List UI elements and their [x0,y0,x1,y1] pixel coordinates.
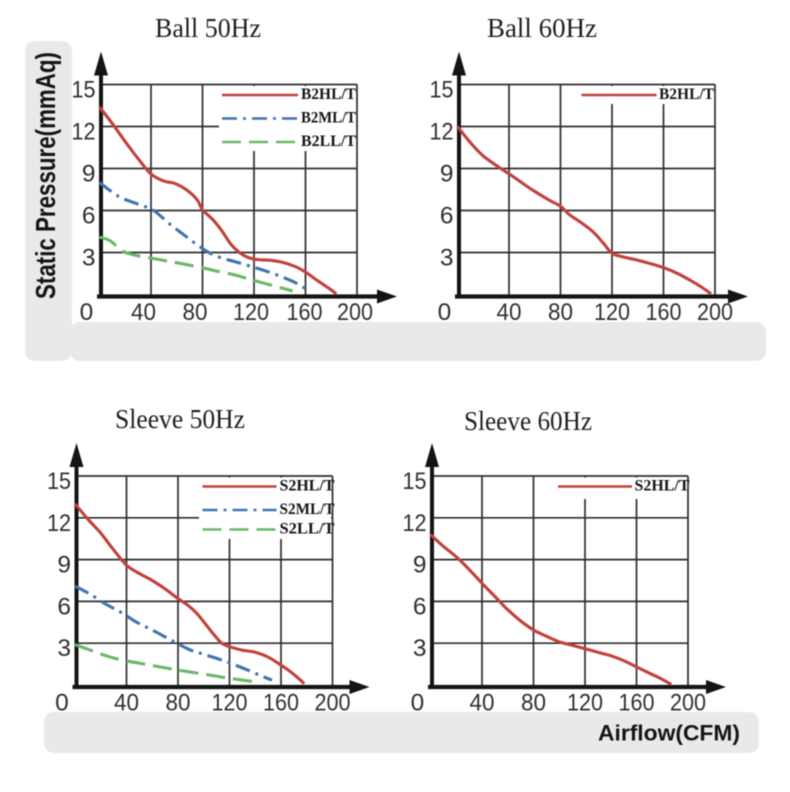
svg-text:80: 80 [166,690,191,717]
svg-text:S2HL/T: S2HL/T [635,478,691,495]
svg-text:3: 3 [57,635,71,662]
svg-text:0: 0 [55,690,69,717]
svg-text:15: 15 [47,468,71,495]
svg-text:3: 3 [413,635,427,662]
svg-text:6: 6 [413,593,427,620]
svg-text:40: 40 [114,690,139,717]
svg-text:120: 120 [567,690,603,717]
svg-text:B2ML/T: B2ML/T [301,110,357,127]
svg-text:80: 80 [521,690,546,717]
svg-text:9: 9 [57,552,71,579]
svg-text:S2ML/T: S2ML/T [280,501,336,518]
svg-text:Ball 50Hz: Ball 50Hz [155,13,261,43]
svg-text:0: 0 [411,690,425,717]
svg-text:15: 15 [430,77,454,104]
svg-text:40: 40 [470,690,495,717]
svg-text:Sleeve 50Hz: Sleeve 50Hz [115,404,245,434]
svg-text:B2HL/T: B2HL/T [659,86,715,103]
svg-text:Ball 60Hz: Ball 60Hz [487,13,597,43]
svg-text:40: 40 [497,299,522,326]
svg-text:B2LL/T: B2LL/T [301,133,357,150]
svg-text:80: 80 [183,299,208,326]
svg-text:12: 12 [47,510,71,537]
svg-text:80: 80 [548,299,573,326]
svg-text:S2LL/T: S2LL/T [280,521,336,538]
svg-text:40: 40 [131,299,156,326]
svg-text:12: 12 [403,510,427,537]
svg-text:15: 15 [72,77,96,104]
svg-text:160: 160 [646,299,682,326]
svg-text:200: 200 [697,299,733,326]
svg-text:S2HL/T: S2HL/T [280,478,336,495]
svg-text:0: 0 [80,299,94,326]
svg-text:9: 9 [440,161,454,188]
svg-text:200: 200 [337,299,373,326]
svg-text:Sleeve 60Hz: Sleeve 60Hz [464,406,592,436]
svg-text:120: 120 [212,690,248,717]
svg-text:9: 9 [413,552,427,579]
svg-text:160: 160 [287,299,323,326]
svg-text:3: 3 [82,245,96,272]
svg-text:12: 12 [72,119,96,146]
svg-text:120: 120 [594,299,630,326]
svg-text:160: 160 [263,690,299,717]
svg-text:3: 3 [440,245,454,272]
svg-text:0: 0 [438,299,452,326]
svg-text:12: 12 [430,119,454,146]
svg-text:160: 160 [619,690,655,717]
svg-text:6: 6 [82,203,96,230]
svg-text:B2HL/T: B2HL/T [301,86,357,103]
svg-text:120: 120 [233,299,269,326]
svg-text:Airflow(CFM): Airflow(CFM) [598,721,740,746]
svg-text:200: 200 [670,690,706,717]
svg-text:9: 9 [82,161,96,188]
svg-text:Static Pressure(mmAq): Static Pressure(mmAq) [30,52,61,299]
svg-text:6: 6 [57,593,71,620]
svg-text:6: 6 [440,203,454,230]
svg-text:200: 200 [315,690,351,717]
svg-text:15: 15 [403,468,427,495]
